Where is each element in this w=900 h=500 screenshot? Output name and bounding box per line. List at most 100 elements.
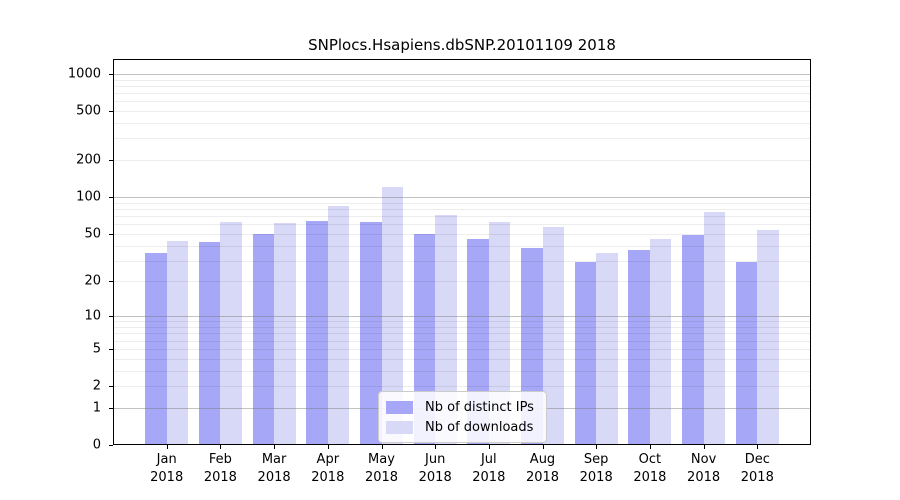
x-tick-label-nov: Nov 2018 bbox=[687, 452, 721, 485]
x-tick-label-dec: Dec 2018 bbox=[740, 452, 774, 485]
gridline-minor-200 bbox=[113, 160, 811, 162]
gridlines bbox=[113, 59, 811, 445]
bar-feb-distinct-ips bbox=[198, 241, 221, 445]
y-tick-label-5: 5 bbox=[92, 341, 101, 357]
y-tick-mark-1000 bbox=[109, 73, 113, 75]
y-tick-label-1: 1 bbox=[92, 400, 101, 416]
gridline-minor-800 bbox=[113, 85, 811, 87]
y-tick-mark-1 bbox=[109, 407, 113, 409]
plot-area: Nb of distinct IPs Nb of downloads bbox=[113, 59, 811, 445]
y-tick-mark-10 bbox=[109, 316, 113, 318]
gridline-major-1000 bbox=[113, 73, 811, 75]
y-tick-mark-0 bbox=[109, 445, 113, 446]
y-tick-mark-50 bbox=[109, 233, 113, 235]
bar-apr-downloads bbox=[327, 205, 350, 445]
gridline-minor-90 bbox=[113, 202, 811, 204]
bar-jan-distinct-ips bbox=[145, 252, 167, 445]
gridline-minor-2 bbox=[113, 386, 811, 387]
gridline-minor-60 bbox=[113, 224, 811, 226]
x-tick-mark-aug bbox=[542, 445, 544, 449]
chart-title: SNPlocs.Hsapiens.dbSNP.20101109 2018 bbox=[308, 36, 616, 54]
bar-dec-distinct-ips bbox=[735, 262, 758, 445]
gridline-minor-3 bbox=[113, 370, 811, 372]
x-tick-label-feb: Feb 2018 bbox=[203, 452, 237, 485]
bar-oct-distinct-ips bbox=[628, 249, 650, 445]
x-tick-label-oct: Oct 2018 bbox=[633, 452, 667, 485]
y-tick-label-50: 50 bbox=[84, 226, 101, 242]
y-tick-label-1000: 1000 bbox=[67, 66, 101, 82]
gridline-minor-400 bbox=[113, 123, 811, 124]
legend: Nb of distinct IPs Nb of downloads bbox=[378, 391, 547, 443]
y-tick-label-500: 500 bbox=[76, 103, 101, 119]
x-tick-mark-apr bbox=[327, 445, 329, 449]
x-tick-mark-feb bbox=[220, 445, 222, 449]
x-tick-mark-mar bbox=[274, 445, 276, 449]
y-tick-label-0: 0 bbox=[92, 437, 101, 453]
gridline-minor-4 bbox=[113, 358, 811, 360]
gridline-minor-40 bbox=[113, 245, 811, 247]
y-tick-label-100: 100 bbox=[76, 189, 101, 205]
gridline-minor-30 bbox=[113, 260, 811, 262]
gridline-minor-6 bbox=[113, 340, 811, 342]
y-axis: 1000 500 200 100 50 20 10 5 2 1 0 bbox=[0, 59, 113, 453]
x-tick-label-may: May 2018 bbox=[364, 452, 399, 485]
y-tick-label-20: 20 bbox=[84, 273, 101, 289]
x-tick-mark-jun bbox=[435, 445, 437, 449]
bar-aug-downloads bbox=[542, 226, 564, 445]
y-tick-label-200: 200 bbox=[76, 152, 101, 168]
gridline-minor-9 bbox=[113, 321, 811, 323]
bar-jun-downloads bbox=[435, 215, 457, 445]
gridline-minor-80 bbox=[113, 208, 811, 210]
legend-swatch-downloads bbox=[386, 420, 413, 434]
gridline-minor-7 bbox=[113, 333, 811, 335]
gridline-minor-50 bbox=[113, 233, 811, 235]
x-tick-mark-sep bbox=[596, 445, 598, 449]
x-tick-label-sep: Sep 2018 bbox=[579, 452, 613, 485]
gridline-minor-900 bbox=[113, 79, 811, 81]
legend-row-distinct-ips: Nb of distinct IPs bbox=[386, 397, 534, 417]
bar-oct-downloads bbox=[649, 239, 672, 445]
x-tick-label-jun: Jun 2018 bbox=[418, 452, 452, 485]
bar-nov-distinct-ips bbox=[682, 234, 704, 445]
bar-jul-downloads bbox=[488, 222, 511, 445]
y-tick-mark-5 bbox=[109, 348, 113, 350]
x-axis: Jan 2018 Feb 2018 Mar 2018 Apr 2018 May 2018… bbox=[113, 445, 811, 500]
bar-mar-downloads bbox=[274, 223, 296, 445]
gridline-minor-700 bbox=[113, 93, 811, 94]
bar-mar-distinct-ips bbox=[252, 233, 275, 445]
bar-sep-downloads bbox=[596, 252, 618, 445]
x-tick-mark-dec bbox=[757, 445, 759, 449]
y-tick-mark-2 bbox=[109, 386, 113, 387]
gridline-major-100 bbox=[113, 197, 811, 199]
legend-label-downloads: Nb of downloads bbox=[425, 419, 534, 435]
bar-sep-distinct-ips bbox=[574, 262, 597, 445]
legend-row-downloads: Nb of downloads bbox=[386, 417, 534, 437]
y-tick-label-10: 10 bbox=[84, 308, 101, 324]
bar-may-distinct-ips bbox=[360, 221, 382, 445]
x-tick-label-apr: Apr 2018 bbox=[311, 452, 345, 485]
gridline-minor-70 bbox=[113, 216, 811, 217]
y-tick-mark-20 bbox=[109, 281, 113, 283]
x-tick-label-aug: Aug 2018 bbox=[525, 452, 560, 485]
gridline-minor-300 bbox=[113, 138, 811, 140]
x-tick-label-jul: Jul 2018 bbox=[472, 452, 506, 485]
x-tick-label-jan: Jan 2018 bbox=[150, 452, 184, 485]
x-tick-label-mar: Mar 2018 bbox=[257, 452, 291, 485]
x-tick-mark-may bbox=[381, 445, 383, 449]
legend-label-distinct-ips: Nb of distinct IPs bbox=[425, 399, 534, 415]
gridline-minor-8 bbox=[113, 327, 811, 328]
x-tick-mark-jan bbox=[166, 445, 168, 449]
gridline-minor-5 bbox=[113, 348, 811, 350]
y-tick-label-2: 2 bbox=[92, 378, 101, 394]
x-tick-mark-oct bbox=[649, 445, 651, 449]
bar-jan-downloads bbox=[166, 240, 189, 445]
gridline-minor-500 bbox=[113, 111, 811, 112]
bar-may-downloads bbox=[381, 186, 403, 445]
gridline-minor-600 bbox=[113, 101, 811, 103]
y-tick-mark-200 bbox=[109, 160, 113, 162]
x-tick-mark-nov bbox=[703, 445, 705, 449]
legend-swatch-distinct-ips bbox=[386, 400, 413, 414]
bar-feb-downloads bbox=[220, 222, 242, 445]
bar-dec-downloads bbox=[757, 229, 779, 445]
